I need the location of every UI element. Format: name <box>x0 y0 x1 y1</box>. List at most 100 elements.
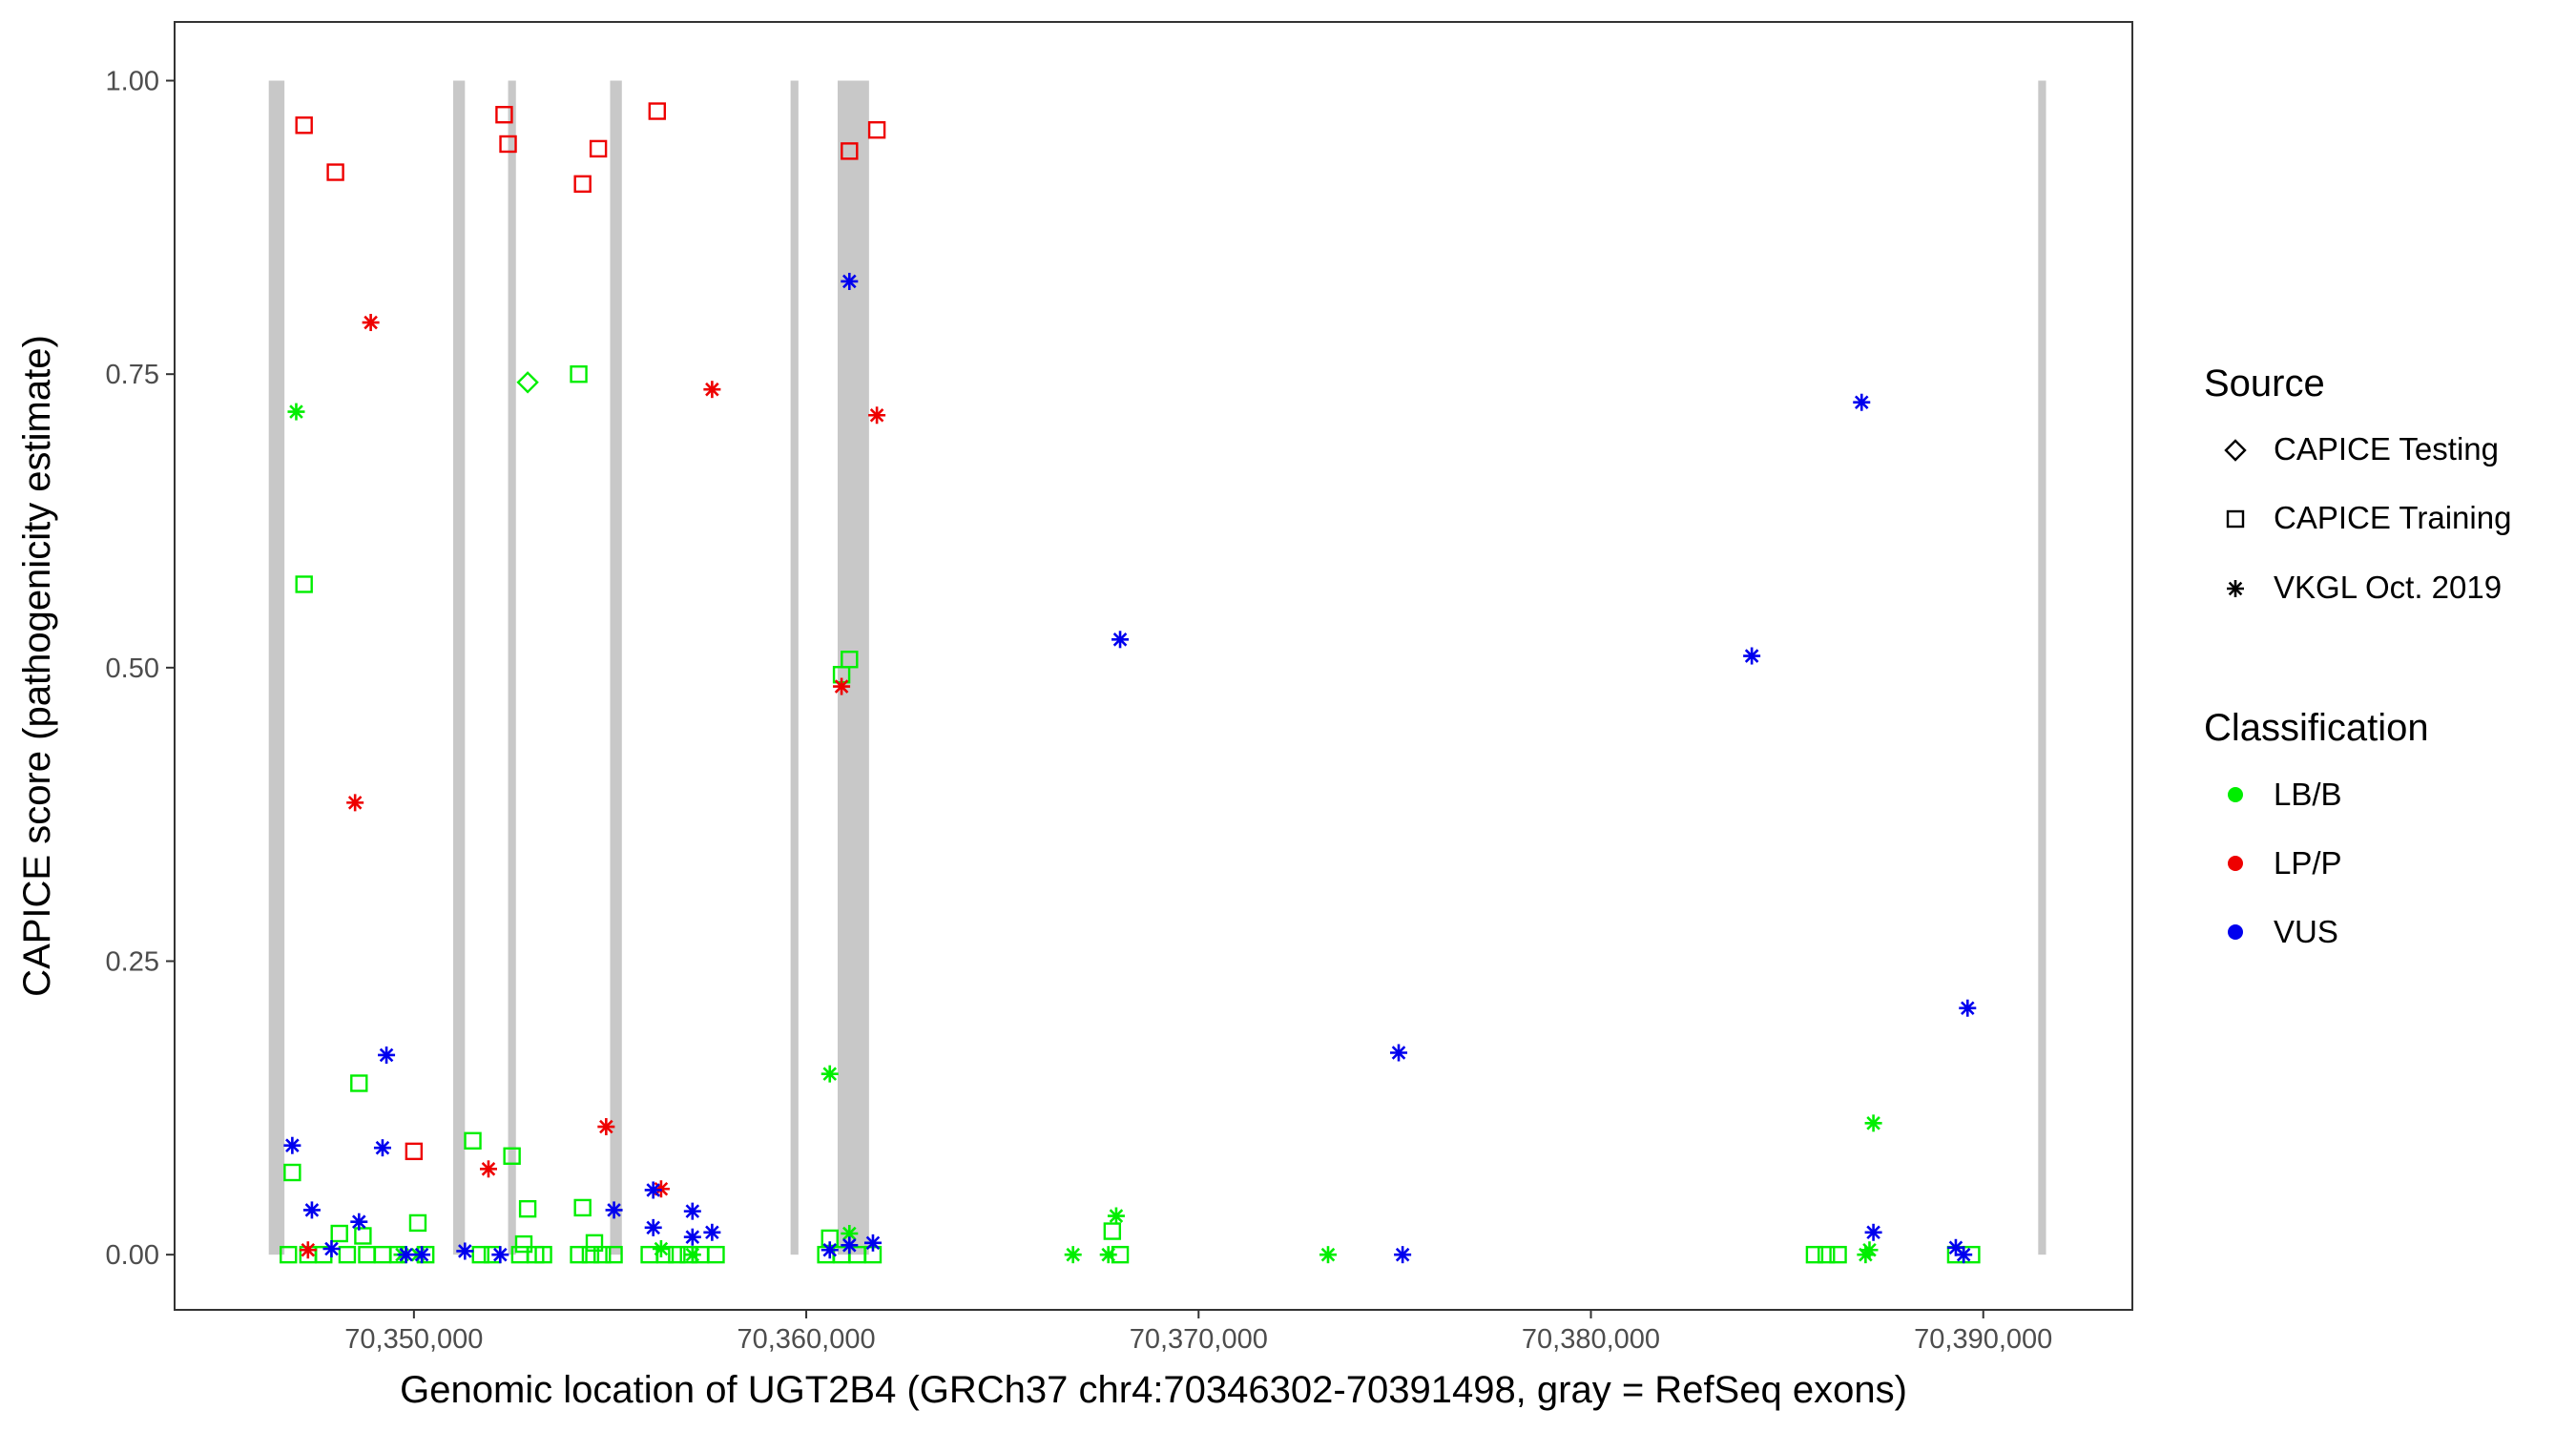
legend-key-diamond <box>2224 439 2247 462</box>
point-square-lbb <box>354 1227 372 1245</box>
point-square-lbb <box>707 1245 725 1264</box>
data-points <box>280 102 1981 1264</box>
point-square-lbb <box>295 575 313 593</box>
point-asterisk-vus <box>1853 393 1871 411</box>
exon-band-5 <box>790 80 799 1255</box>
y-tick-label: 1.00 <box>106 67 159 97</box>
x-axis-title: Genomic location of UGT2B4 (GRCh37 chr4:… <box>400 1369 1907 1411</box>
x-tick-label: 70,360,000 <box>737 1324 875 1355</box>
legend-label-vus: VUS <box>2274 914 2338 949</box>
point-square-lbb <box>570 364 588 384</box>
exon-band-2 <box>452 80 466 1255</box>
point-asterisk-lpp <box>362 314 380 332</box>
legend-source-keys <box>2224 439 2247 597</box>
point-asterisk-vus <box>373 1139 391 1157</box>
point-square-lpp <box>326 163 344 181</box>
point-square-lbb <box>593 1245 612 1264</box>
point-asterisk-lpp <box>868 406 886 425</box>
point-asterisk-lbb <box>652 1240 670 1258</box>
point-square-lpp <box>495 106 513 124</box>
point-square-lbb <box>1103 1222 1122 1240</box>
exon-band-1 <box>268 80 285 1255</box>
x-tick-label: 70,350,000 <box>344 1324 483 1355</box>
point-asterisk-vus <box>605 1201 623 1219</box>
legend-label-lbb: LB/B <box>2274 777 2342 812</box>
point-square-lbb <box>581 1245 600 1264</box>
point-square-lbb <box>330 1224 348 1243</box>
point-asterisk-vus <box>397 1246 415 1264</box>
point-asterisk-lpp <box>597 1118 615 1136</box>
point-asterisk-vus <box>1955 1246 1973 1264</box>
point-square-lbb <box>464 1131 482 1150</box>
point-asterisk-lbb <box>821 1065 839 1083</box>
point-asterisk-vus <box>1864 1223 1882 1241</box>
point-asterisk-vus <box>863 1234 882 1252</box>
point-asterisk-lbb <box>683 1246 701 1264</box>
point-asterisk-lpp <box>299 1241 317 1259</box>
legend-label-lpp: LP/P <box>2274 845 2342 881</box>
point-asterisk-vus <box>1111 631 1130 649</box>
point-asterisk-lpp <box>346 794 364 812</box>
point-asterisk-vus <box>1959 999 1977 1017</box>
point-square-lbb <box>573 1198 592 1217</box>
y-axis-title: CAPICE score (pathogenicity estimate) <box>16 335 58 997</box>
point-asterisk-vus <box>841 1236 859 1255</box>
y-tick-label: 0.75 <box>106 360 159 390</box>
point-asterisk-vus <box>491 1246 509 1264</box>
point-asterisk-lbb <box>1864 1114 1882 1132</box>
point-asterisk-vus <box>1390 1044 1408 1062</box>
point-asterisk-vus <box>644 1218 662 1236</box>
point-square-lpp <box>573 175 592 194</box>
point-square-lbb <box>408 1213 427 1233</box>
exon-band-7 <box>2038 80 2046 1255</box>
point-square-lpp <box>841 142 859 160</box>
point-asterisk-vus <box>283 1136 301 1154</box>
point-asterisk-vus <box>1394 1246 1412 1264</box>
legend-key-lbb <box>2228 787 2243 802</box>
point-square-lbb <box>570 1245 588 1264</box>
point-square-lbb <box>514 1234 533 1254</box>
x-tick-label: 70,380,000 <box>1522 1324 1660 1355</box>
x-axis: 70,350,000 70,360,000 70,370,000 70,380,000… <box>344 1310 2052 1355</box>
legend-title-source: Source <box>2204 363 2325 404</box>
legend-class-keys <box>2228 787 2243 940</box>
y-tick-label: 0.50 <box>106 653 159 684</box>
point-asterisk-lpp <box>833 677 851 695</box>
point-square-lbb <box>655 1245 675 1264</box>
point-asterisk-vus <box>644 1181 662 1199</box>
point-square-lbb <box>350 1074 368 1092</box>
point-asterisk-vus <box>821 1241 839 1259</box>
point-asterisk-vus <box>302 1201 321 1219</box>
point-square-lpp <box>589 139 608 158</box>
point-asterisk-lpp <box>703 381 721 399</box>
point-square-lbb <box>1818 1245 1836 1264</box>
point-square-lbb <box>280 1245 298 1264</box>
point-square-lbb <box>283 1163 301 1182</box>
point-asterisk-vus <box>841 272 859 290</box>
y-axis: 0.00 0.25 0.50 0.75 1.00 <box>106 67 175 1271</box>
legend-title-classification: Classification <box>2204 707 2429 749</box>
point-square-lpp <box>648 102 667 120</box>
exon-band-4 <box>610 80 622 1255</box>
legend-label-vkgl: VKGL Oct. 2019 <box>2274 570 2502 605</box>
x-tick-label: 70,370,000 <box>1130 1324 1268 1355</box>
point-asterisk-vus <box>350 1213 368 1231</box>
point-square-lbb <box>503 1147 521 1165</box>
y-tick-label: 0.25 <box>106 947 159 978</box>
point-square-lbb <box>338 1245 357 1264</box>
point-asterisk-vus <box>683 1202 701 1220</box>
point-asterisk-lbb <box>287 403 305 421</box>
point-square-lbb <box>518 1199 537 1218</box>
point-asterisk-lbb <box>841 1225 859 1243</box>
point-asterisk-vus <box>456 1242 474 1260</box>
point-asterisk-vus <box>1743 647 1761 665</box>
point-asterisk-vus <box>413 1246 431 1264</box>
legend: Source CAPICE Testing CAPICE Training VK… <box>2204 363 2511 949</box>
legend-key-vus <box>2228 924 2243 940</box>
legend-key-square <box>2226 509 2245 529</box>
point-square-lbb <box>471 1245 489 1264</box>
point-asterisk-lbb <box>1099 1246 1117 1264</box>
point-asterisk-vus <box>703 1223 721 1241</box>
